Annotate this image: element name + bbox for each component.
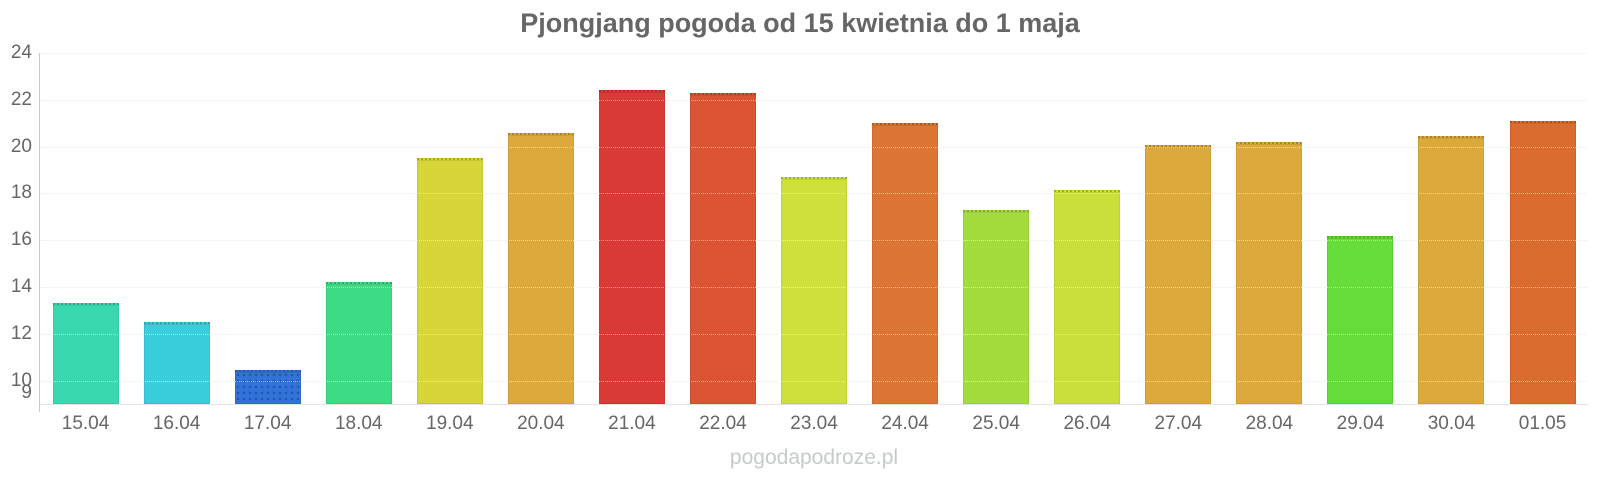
x-tick-label: 16.04 — [152, 413, 201, 434]
y-tick-label: 16 — [10, 229, 32, 251]
gridline-overlay — [40, 240, 1588, 242]
x-tick-label: 27.04 — [1154, 413, 1203, 434]
x-tick-label: 21.04 — [608, 413, 656, 434]
bar-column: 18.04 — [313, 53, 404, 434]
bar-29.04[interactable] — [1327, 235, 1394, 404]
bar-25.04[interactable] — [963, 209, 1030, 404]
bar-column: 29.04 — [1315, 53, 1406, 434]
gridline-overlay — [40, 380, 1588, 382]
y-tick-label: 10 — [10, 369, 32, 391]
x-tick-label: 26.04 — [1063, 413, 1111, 434]
x-tick-label: 17.04 — [243, 413, 292, 434]
bar-18.04[interactable] — [325, 282, 392, 404]
y-tick-label: 14 — [10, 276, 32, 297]
bar-column: 01.05 — [1497, 53, 1588, 434]
y-tick-label: 24 — [10, 42, 32, 63]
gridline-overlay — [40, 99, 1588, 101]
bar-column: 19.04 — [404, 53, 495, 434]
bar-column: 20.04 — [495, 53, 586, 434]
bar-column: 16.04 — [131, 53, 222, 434]
bar-30.04[interactable] — [1418, 136, 1485, 404]
x-tick-label: 15.04 — [61, 413, 110, 434]
bar-column: 22.04 — [677, 53, 768, 434]
y-tick-label: 20 — [10, 135, 32, 157]
bar-21.04[interactable] — [598, 90, 665, 404]
bar-28.04[interactable] — [1236, 141, 1303, 404]
bar-column: 21.04 — [586, 53, 677, 434]
x-tick-label: 29.04 — [1336, 413, 1385, 434]
bar-column: 25.04 — [951, 53, 1042, 434]
bar-22.04[interactable] — [689, 92, 756, 404]
bar-15.04[interactable] — [52, 303, 119, 404]
plot-area: 15.04 16.04 17.04 18.04 19.04 20.04 21.04 22.04… — [40, 53, 1588, 434]
gridline-overlay — [40, 146, 1588, 148]
bar-23.04[interactable] — [781, 177, 848, 404]
gridline-overlay — [40, 333, 1588, 335]
gridline-overlay — [40, 287, 1588, 288]
bar-17.04[interactable] — [234, 370, 301, 404]
x-tick-label: 01.05 — [1518, 413, 1567, 434]
bar-column: 23.04 — [769, 53, 860, 434]
y-tick-label: 12 — [10, 322, 32, 344]
x-tick-label: 18.04 — [334, 413, 383, 434]
bar-20.04[interactable] — [507, 132, 574, 404]
bar-column: 26.04 — [1042, 53, 1133, 434]
bar-column: 28.04 — [1224, 53, 1315, 434]
bar-24.04[interactable] — [872, 123, 939, 404]
chart-title: Pjongjang pogoda od 15 kwietnia do 1 maj… — [520, 8, 1080, 38]
watermark: pogodapodroze.pl — [729, 446, 899, 469]
x-tick-label: 23.04 — [790, 413, 838, 434]
x-tick-label: 24.04 — [881, 413, 929, 434]
bar-column: 30.04 — [1406, 53, 1497, 434]
x-axis-line — [40, 404, 1588, 405]
bar-column: 15.04 — [40, 53, 131, 434]
y-axis-line — [39, 53, 40, 412]
y-tick-label: 18 — [10, 182, 32, 204]
bar-27.04[interactable] — [1145, 145, 1212, 404]
gridline-overlay — [40, 53, 1588, 54]
gridline-overlay — [40, 193, 1588, 195]
x-tick-label: 30.04 — [1427, 413, 1476, 434]
y-tick-label: 22 — [10, 88, 32, 110]
bar-column: 17.04 — [222, 53, 313, 434]
bar-01.05[interactable] — [1509, 120, 1576, 404]
y-axis-labels: 24 22 20 18 16 14 12 10 9 — [0, 43, 32, 404]
bar-26.04[interactable] — [1054, 189, 1121, 404]
bar-column: 24.04 — [860, 53, 951, 434]
bar-columns: 15.04 16.04 17.04 18.04 19.04 20.04 21.04 22.04… — [40, 53, 1588, 434]
x-tick-label: 28.04 — [1245, 413, 1294, 434]
x-tick-label: 20.04 — [517, 413, 565, 434]
y-tick-label: 9 — [21, 382, 32, 403]
x-tick-label: 25.04 — [972, 413, 1020, 434]
x-tick-label: 19.04 — [426, 413, 474, 434]
bar-16.04[interactable] — [143, 322, 210, 404]
x-tick-label: 22.04 — [699, 413, 747, 434]
bar-column: 27.04 — [1133, 53, 1224, 434]
bar-19.04[interactable] — [416, 158, 483, 404]
